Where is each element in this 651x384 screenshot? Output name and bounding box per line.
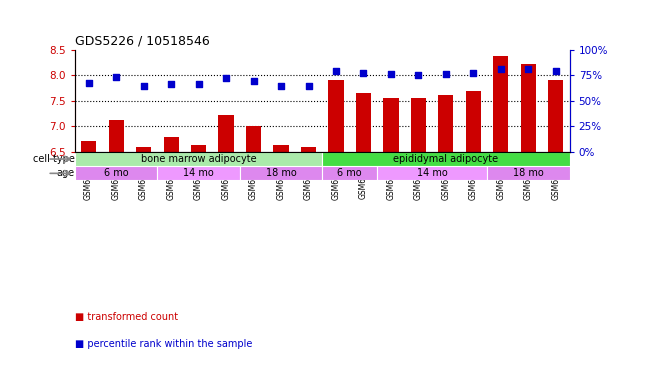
Bar	[75, 152, 322, 166]
Point	[441, 71, 451, 78]
Point	[248, 78, 258, 84]
Bar	[273, 145, 288, 152]
Text: ■ percentile rank within the sample: ■ percentile rank within the sample	[75, 339, 252, 349]
Bar	[109, 120, 124, 152]
Bar	[487, 166, 570, 180]
Bar	[191, 145, 206, 152]
Point	[358, 70, 368, 76]
Point	[468, 70, 478, 76]
Bar	[322, 166, 377, 180]
Point	[523, 66, 534, 72]
Text: 14 mo: 14 mo	[417, 168, 448, 178]
Bar	[301, 147, 316, 152]
Bar	[240, 166, 322, 180]
Point	[303, 83, 314, 89]
Text: 14 mo: 14 mo	[183, 168, 214, 178]
Bar	[377, 166, 487, 180]
Point	[495, 66, 506, 72]
Point	[193, 81, 204, 87]
Point	[221, 75, 231, 81]
Text: 18 mo: 18 mo	[513, 168, 544, 178]
Bar	[163, 137, 178, 152]
Bar	[219, 115, 234, 152]
Text: GDS5226 / 10518546: GDS5226 / 10518546	[75, 34, 210, 47]
Bar	[438, 95, 454, 152]
Bar	[493, 56, 508, 152]
Point	[413, 72, 424, 78]
Text: bone marrow adipocyte: bone marrow adipocyte	[141, 154, 256, 164]
Point	[386, 71, 396, 78]
Text: epididymal adipocyte: epididymal adipocyte	[393, 154, 499, 164]
Point	[331, 68, 341, 74]
Text: 6 mo: 6 mo	[104, 168, 128, 178]
Bar	[81, 141, 96, 152]
Bar	[328, 79, 344, 152]
Point	[166, 81, 176, 87]
Point	[111, 74, 121, 81]
Point	[551, 68, 561, 74]
Text: 6 mo: 6 mo	[337, 168, 362, 178]
Point	[276, 83, 286, 89]
Point	[83, 79, 94, 86]
Bar	[548, 79, 564, 152]
Bar	[246, 126, 261, 152]
Text: cell type: cell type	[33, 154, 75, 164]
Bar	[521, 64, 536, 152]
Bar	[158, 166, 240, 180]
Bar	[466, 91, 481, 152]
Bar	[75, 166, 158, 180]
Bar	[383, 98, 398, 152]
Text: age: age	[57, 168, 75, 178]
Bar	[411, 98, 426, 152]
Bar	[356, 93, 371, 152]
Bar	[322, 152, 570, 166]
Text: ■ transformed count: ■ transformed count	[75, 312, 178, 322]
Text: 18 mo: 18 mo	[266, 168, 296, 178]
Point	[139, 83, 149, 89]
Bar	[136, 147, 151, 152]
